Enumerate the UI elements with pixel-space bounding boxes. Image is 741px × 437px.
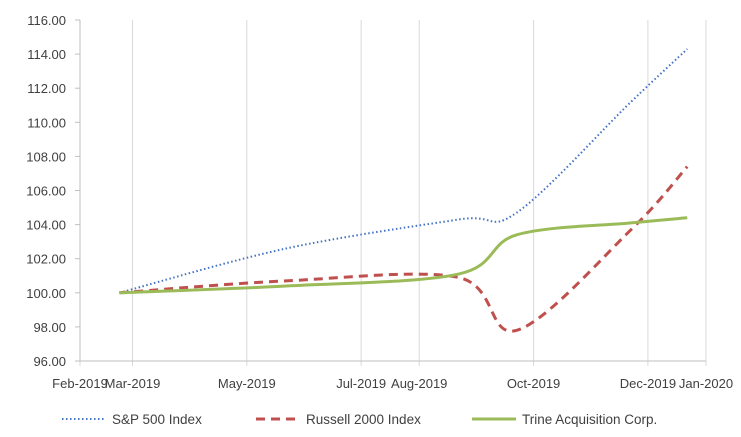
series-lines [119,48,689,333]
series-line-russell2000 [119,165,689,333]
y-tick-label: 104.00 [26,218,66,233]
x-tick-label: Feb-2019 [52,376,108,391]
x-tick-label: Aug-2019 [391,376,447,391]
x-tick-label: Oct-2019 [507,376,560,391]
x-tick-label: Dec-2019 [620,376,676,391]
legend-label-russell2000: Russell 2000 Index [306,411,421,427]
y-tick-label: 110.00 [27,115,66,130]
legend-item-russell2000: Russell 2000 Index [256,405,421,433]
axes [75,19,706,362]
series-line-sp500 [119,48,688,294]
legend-swatch-trine [472,417,516,421]
legend-label-sp500: S&P 500 Index [112,411,202,427]
legend-swatch-sp500 [62,418,106,420]
legend-swatch-russell2000 [256,417,300,421]
y-tick-label: 112.00 [27,81,66,96]
gridlines [79,20,707,366]
legend-label-trine: Trine Acquisition Corp. [522,411,658,427]
y-tick-label: 108.00 [26,149,66,164]
legend: S&P 500 Index Russell 2000 Index Trine A… [0,405,741,433]
y-tick-label: 96.00 [33,354,66,369]
legend-item-sp500: S&P 500 Index [62,405,202,433]
y-tick-label: 98.00 [33,320,66,335]
x-tick-label: May-2019 [218,376,276,391]
x-tick-label: Jan-2020 [679,376,733,391]
x-tick-label: Mar-2019 [105,376,161,391]
x-tick-label: Jul-2019 [336,376,386,391]
legend-item-trine: Trine Acquisition Corp. [472,405,657,433]
y-tick-label: 100.00 [26,286,66,301]
y-tick-label: 116.00 [27,13,66,28]
y-tick-label: 106.00 [26,184,66,199]
y-tick-label: 114.00 [27,47,66,62]
y-tick-label: 102.00 [26,252,66,267]
series-line-trine [119,216,688,295]
